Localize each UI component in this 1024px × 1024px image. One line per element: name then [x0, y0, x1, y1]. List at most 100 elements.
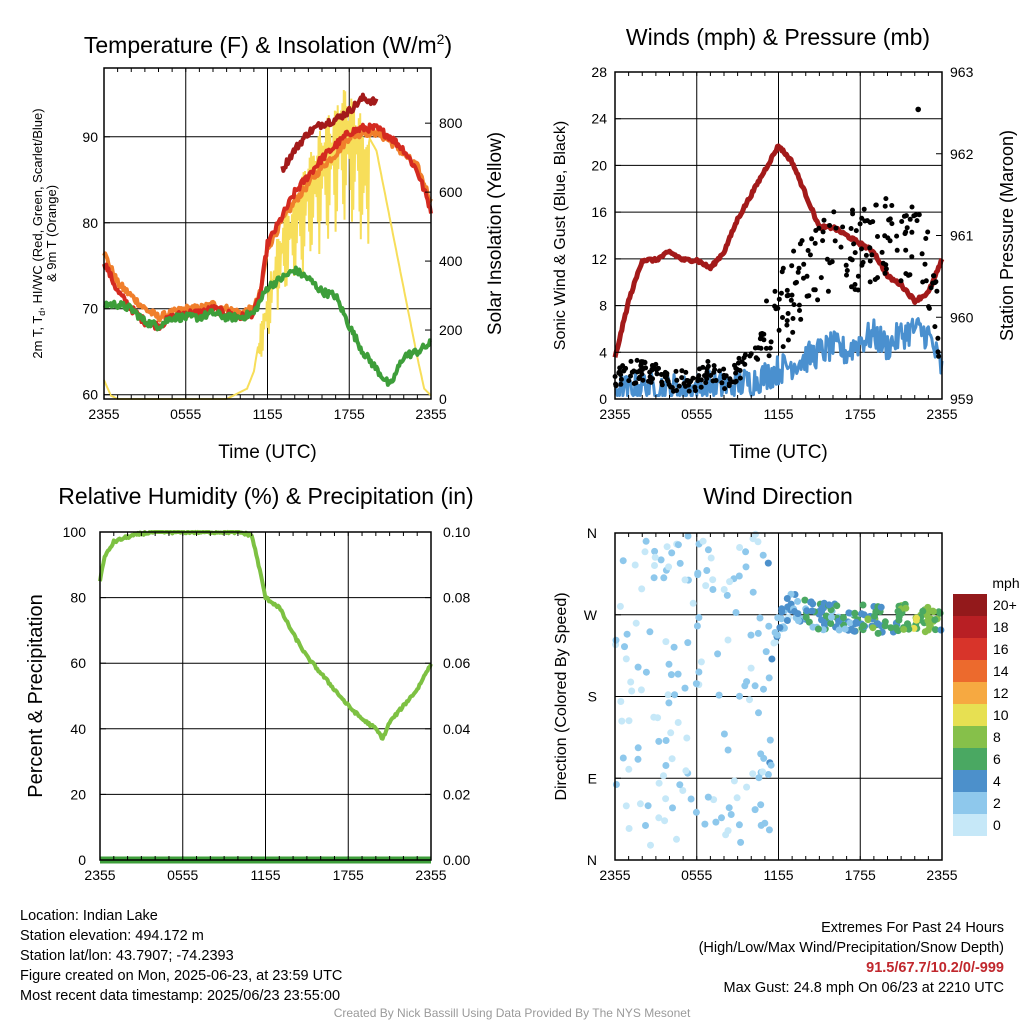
gust-point	[623, 365, 629, 371]
direction-point	[762, 648, 770, 656]
direction-point	[622, 802, 630, 810]
winds-y-tick-label: 28	[591, 64, 607, 80]
direction-point	[754, 629, 762, 637]
direction-point	[704, 793, 712, 801]
direction-point	[670, 643, 678, 651]
gust-point	[797, 308, 802, 313]
colorbar-swatch	[953, 594, 987, 616]
gust-point	[806, 293, 812, 299]
gust-point	[867, 279, 873, 285]
direction-point	[655, 737, 663, 745]
gust-point	[869, 252, 875, 258]
direction-x-tick-label: 2355	[599, 867, 630, 883]
gust-point	[772, 288, 778, 294]
direction-point	[704, 546, 712, 554]
winds-y2-tick-label: 962	[950, 146, 974, 162]
direction-point	[718, 814, 725, 822]
winds-y-tick-label: 8	[599, 298, 607, 314]
direction-point	[699, 537, 707, 545]
gust-point	[732, 362, 737, 368]
temperature-y2-tick-label: 600	[439, 184, 463, 200]
direction-point	[773, 631, 781, 639]
gust-point	[719, 380, 725, 386]
gust-point	[853, 228, 859, 234]
station-location: Location: Indian Lake	[20, 908, 158, 924]
gust-point	[617, 365, 623, 371]
direction-point	[712, 818, 720, 826]
gust-point	[850, 211, 856, 217]
direction-point	[674, 670, 682, 678]
direction-point	[662, 638, 670, 646]
direction-point	[695, 668, 703, 676]
gust-point	[889, 203, 895, 208]
direction-point	[783, 617, 791, 624]
gust-point	[626, 378, 632, 384]
colorbar-swatch	[953, 748, 987, 770]
gust-point	[883, 266, 889, 272]
direction-point	[871, 612, 878, 620]
gust-point	[780, 344, 786, 350]
gust-point	[801, 275, 806, 281]
gust-point	[785, 311, 791, 316]
direction-point	[757, 801, 765, 809]
gust-point	[798, 316, 804, 322]
direction-point	[892, 624, 900, 632]
direction-point	[710, 796, 718, 804]
temperature-panel: Temperature (F) & Insolation (W/m2) 60 70 8…	[30, 31, 506, 463]
direction-point	[627, 678, 635, 686]
gust-point	[640, 377, 646, 383]
direction-point	[764, 559, 772, 567]
direction-point	[660, 574, 668, 582]
gust-point	[923, 278, 929, 284]
gust-point	[671, 388, 676, 394]
direction-point	[737, 838, 745, 846]
gust-point	[753, 355, 759, 361]
gust-point	[717, 368, 722, 374]
direction-point	[929, 607, 937, 615]
gust-point	[849, 257, 855, 263]
direction-point	[747, 631, 755, 639]
gust-point	[903, 247, 909, 253]
direction-point	[835, 617, 843, 625]
gust-point	[907, 216, 913, 222]
gust-point	[784, 322, 790, 328]
precip-y2-tick-label: 0.00	[443, 852, 470, 868]
gust-point	[710, 378, 716, 384]
direction-point	[751, 682, 759, 690]
gust-point	[703, 380, 709, 386]
direction-point	[726, 578, 734, 586]
direction-point	[841, 625, 849, 633]
humidity-y-tick-label: 40	[70, 721, 86, 737]
direction-point	[655, 779, 663, 787]
direction-point	[852, 619, 860, 627]
direction-x-tick-label: 0555	[681, 867, 712, 883]
gust-point	[766, 353, 772, 359]
temperature-title: Temperature (F) & Insolation (W/m2)	[84, 31, 452, 58]
direction-point	[657, 556, 665, 564]
gust-point	[903, 213, 909, 219]
gust-point	[873, 202, 879, 208]
gust-point	[882, 203, 888, 209]
direction-point	[827, 620, 835, 627]
direction-point	[807, 598, 815, 606]
gust-point	[633, 380, 639, 386]
direction-point	[839, 614, 847, 621]
gust-point	[807, 252, 813, 258]
gust-point	[780, 315, 785, 320]
gust-point	[775, 305, 781, 311]
direction-point	[671, 691, 679, 699]
humidity-y-tick-label: 80	[70, 590, 86, 606]
direction-point	[743, 678, 751, 686]
direction-point	[692, 808, 700, 816]
gust-point	[711, 363, 717, 369]
direction-point	[619, 754, 627, 762]
temperature-x-tick-label: 2355	[88, 406, 119, 422]
gust-point	[860, 259, 866, 265]
gust-point	[898, 278, 904, 284]
winds-x-tick-label: 1755	[845, 406, 876, 422]
direction-point	[634, 744, 642, 752]
gust-point	[673, 368, 679, 374]
gust-point	[617, 369, 622, 375]
gust-point	[843, 262, 849, 268]
gust-point	[735, 360, 741, 366]
